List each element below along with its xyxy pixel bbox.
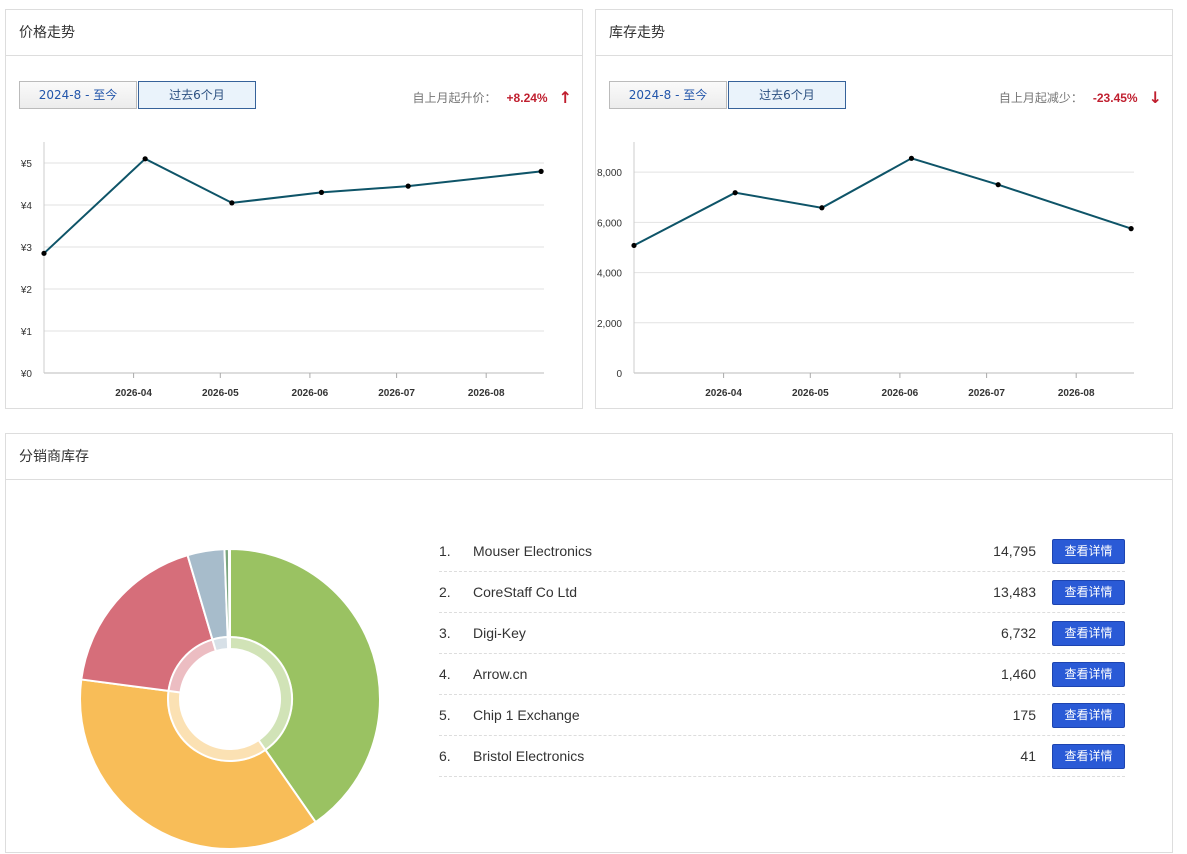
pie-slice-inner-ring [212,637,228,651]
price-data-point [143,156,148,161]
list-item: 1. Mouser Electronics 14,795 查看详情 [439,531,1125,572]
list-item: 4. Arrow.cn 1,460 查看详情 [439,654,1125,695]
stock-qty: 14,795 [916,543,1036,559]
price-x-tick-label: 2026-05 [202,388,239,399]
stock-series-line [634,158,1131,245]
view-details-button[interactable]: 查看详情 [1052,744,1125,769]
price-panel-title: 价格走势 [6,10,582,56]
row-index: 2. [439,584,473,600]
price-y-tick-label: ¥4 [20,201,33,212]
price-data-point [319,190,324,195]
stock-trend-panel: 库存走势 2024-8 - 至今 过去6个月 自上月起减少： -23.45% ↓… [595,9,1173,409]
stock-data-point [631,243,636,248]
stock-tab-6-months[interactable]: 过去6个月 [728,81,846,109]
list-item: 2. CoreStaff Co Ltd 13,483 查看详情 [439,572,1125,613]
donut-hole [181,650,279,748]
stock-y-tick-label: 6,000 [597,218,622,229]
stock-x-tick-label: 2026-08 [1058,388,1095,399]
stock-change-value: -23.45% [1093,91,1138,105]
price-tab-since-2024[interactable]: 2024-8 - 至今 [19,81,137,109]
price-y-tick-label: ¥5 [20,159,33,170]
stock-x-tick-label: 2026-06 [882,388,919,399]
price-data-point [229,200,234,205]
stock-data-point [996,182,1001,187]
distributor-list: 1. Mouser Electronics 14,795 查看详情 2. Cor… [439,531,1125,777]
stock-x-tick-label: 2026-05 [792,388,829,399]
stock-x-tick-label: 2026-07 [968,388,1005,399]
price-y-tick-label: ¥1 [20,327,33,338]
price-range-tabs: 2024-8 - 至今 过去6个月 [19,81,256,109]
distributor-name: Digi-Key [473,625,916,641]
view-details-button[interactable]: 查看详情 [1052,539,1125,564]
price-tab-6-months[interactable]: 过去6个月 [138,81,256,109]
stock-y-tick-label: 4,000 [597,269,622,280]
stock-qty: 13,483 [916,584,1036,600]
stock-data-point [819,205,824,210]
price-line-chart: ¥0 ¥1 ¥2 ¥3 ¥4 ¥5 2026-04 2026-05 2026-06 2026-07… [6,128,582,408]
stock-qty: 175 [916,707,1036,723]
view-details-button[interactable]: 查看详情 [1052,580,1125,605]
price-x-tick-label: 2026-08 [468,388,505,399]
arrow-up-icon: ↑ [559,92,572,104]
stock-x-tick-label: 2026-04 [705,388,742,399]
stock-y-tick-label: 8,000 [597,168,622,179]
price-y-tick-label: ¥2 [20,285,33,296]
price-change-value: +8.24% [507,91,548,105]
stock-tab-since-2024[interactable]: 2024-8 - 至今 [609,81,727,109]
price-change: 自上月起升价： +8.24% ↑ [413,89,572,106]
stock-y-tick-label: 0 [616,369,622,380]
distributor-stock-panel: 分销商库存 1. Mouser Electronics 14,795 查看详情 … [5,433,1173,853]
row-index: 5. [439,707,473,723]
stock-range-tabs: 2024-8 - 至今 过去6个月 [609,81,846,109]
price-x-tick-label: 2026-06 [292,388,329,399]
distributor-name: Mouser Electronics [473,543,916,559]
row-index: 3. [439,625,473,641]
price-series-line [44,159,541,254]
price-change-label: 自上月起升价： [413,89,497,106]
row-index: 6. [439,748,473,764]
stock-line-chart: 0 2,000 4,000 6,000 8,000 2026-04 2026-05 2026-… [596,128,1172,408]
arrow-down-icon: ↓ [1149,92,1162,104]
row-index: 4. [439,666,473,682]
view-details-button[interactable]: 查看详情 [1052,703,1125,728]
distributor-donut-chart [66,534,406,854]
list-item: 3. Digi-Key 6,732 查看详情 [439,613,1125,654]
distributor-name: Bristol Electronics [473,748,916,764]
stock-panel-title: 库存走势 [596,10,1172,56]
price-x-tick-label: 2026-04 [115,388,152,399]
price-y-tick-label: ¥0 [20,369,33,380]
stock-data-point [909,156,914,161]
price-y-tick-label: ¥3 [20,243,33,254]
distributor-panel-title: 分销商库存 [6,434,1172,480]
view-details-button[interactable]: 查看详情 [1052,662,1125,687]
row-index: 1. [439,543,473,559]
stock-qty: 6,732 [916,625,1036,641]
pie-slice [229,549,230,637]
stock-data-point [733,190,738,195]
stock-qty: 1,460 [916,666,1036,682]
price-x-tick-label: 2026-07 [378,388,415,399]
stock-change: 自上月起减少： -23.45% ↓ [999,89,1162,106]
distributor-name: CoreStaff Co Ltd [473,584,916,600]
list-item: 5. Chip 1 Exchange 175 查看详情 [439,695,1125,736]
price-data-point [539,169,544,174]
price-data-point [41,251,46,256]
distributor-name: Arrow.cn [473,666,916,682]
price-data-point [406,184,411,189]
stock-change-label: 自上月起减少： [999,89,1083,106]
stock-y-tick-label: 2,000 [597,319,622,330]
view-details-button[interactable]: 查看详情 [1052,621,1125,646]
distributor-name: Chip 1 Exchange [473,707,916,723]
stock-data-point [1129,226,1134,231]
stock-qty: 41 [916,748,1036,764]
price-trend-panel: 价格走势 2024-8 - 至今 过去6个月 自上月起升价： +8.24% ↑ … [5,9,583,409]
list-item: 6. Bristol Electronics 41 查看详情 [439,736,1125,777]
